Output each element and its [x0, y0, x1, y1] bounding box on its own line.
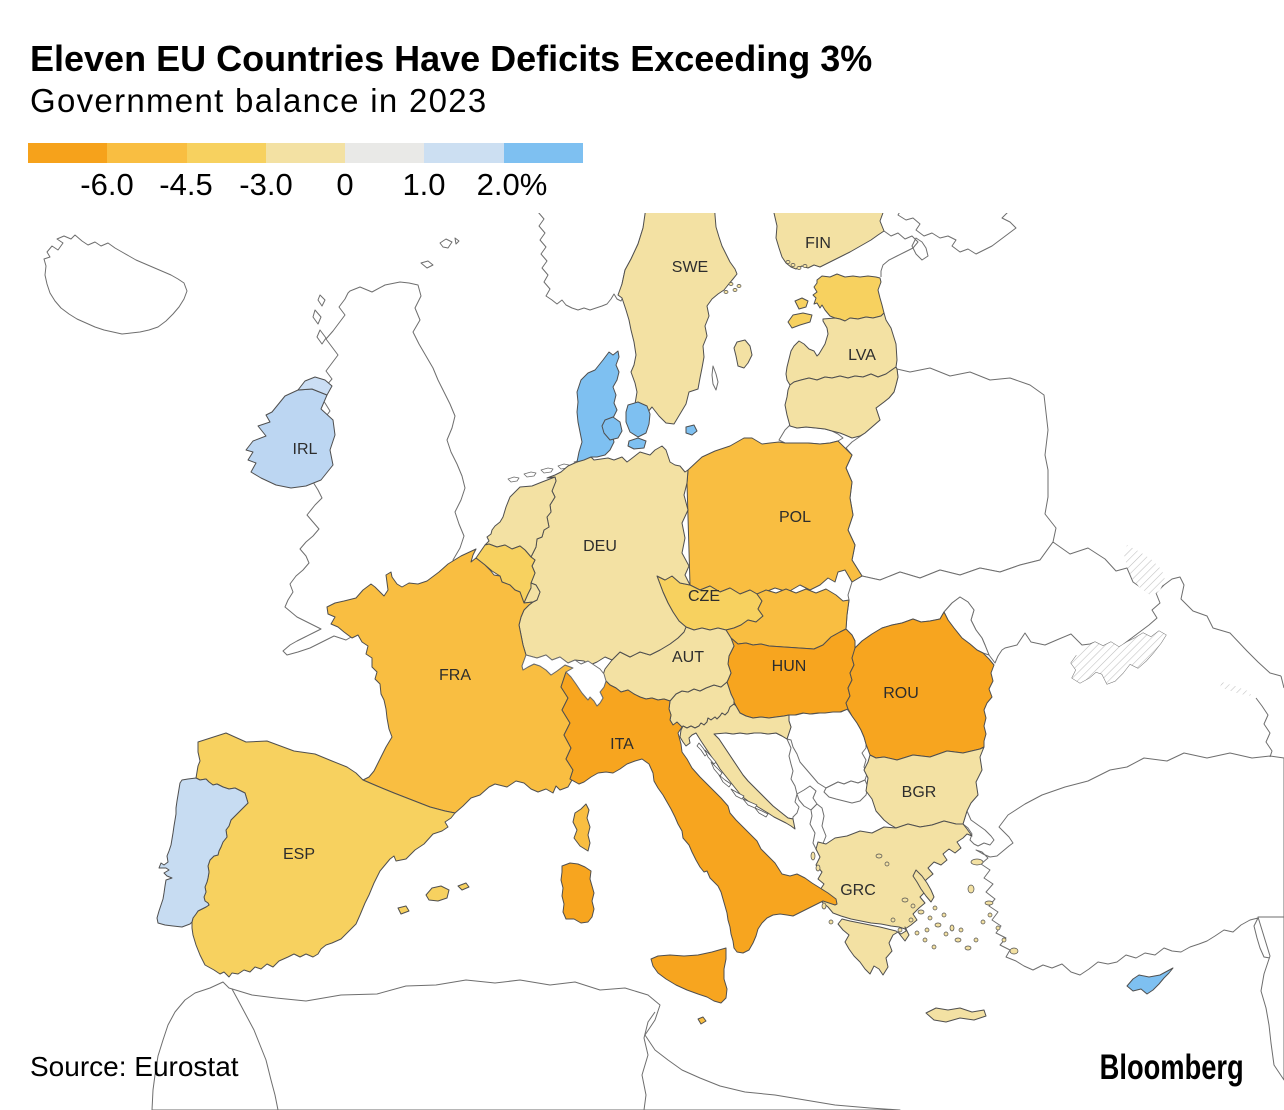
svg-text:SWE: SWE	[672, 259, 708, 276]
svg-text:ROU: ROU	[883, 685, 919, 702]
svg-text:CZE: CZE	[688, 588, 720, 605]
svg-text:HUN: HUN	[772, 658, 807, 675]
svg-text:LVA: LVA	[848, 347, 876, 364]
svg-text:ITA: ITA	[610, 736, 634, 753]
svg-text:BGR: BGR	[902, 784, 937, 801]
svg-text:FRA: FRA	[439, 667, 471, 684]
svg-text:DEU: DEU	[583, 538, 617, 555]
svg-text:AUT: AUT	[672, 649, 704, 666]
svg-text:GRC: GRC	[840, 882, 876, 899]
svg-text:POL: POL	[779, 509, 811, 526]
svg-text:FIN: FIN	[805, 235, 831, 252]
svg-text:IRL: IRL	[293, 441, 318, 458]
svg-text:ESP: ESP	[283, 846, 315, 863]
